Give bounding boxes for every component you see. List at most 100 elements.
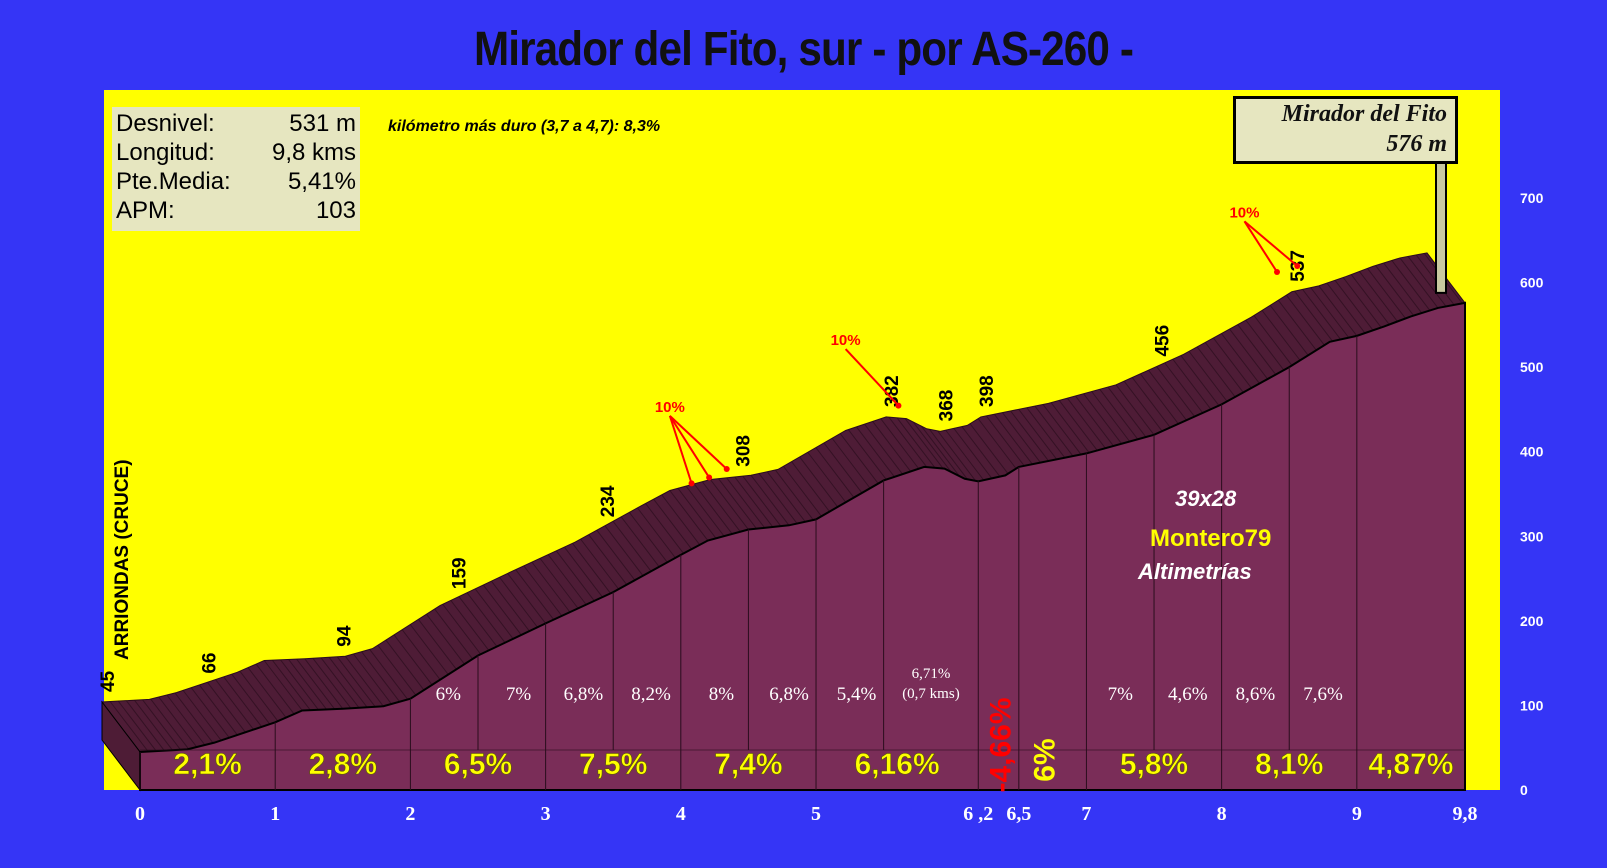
stat-label: Longitud: bbox=[116, 139, 215, 166]
ridge-hatch bbox=[961, 426, 1001, 477]
max-gradient-arrow bbox=[668, 415, 693, 484]
ridge-hatch bbox=[791, 461, 830, 512]
km-gradient-label: 5,8% bbox=[1120, 748, 1188, 781]
km-gradient-label: 2,1% bbox=[173, 748, 241, 781]
ridge-hatch bbox=[620, 516, 660, 568]
ridge-hatch bbox=[1285, 294, 1325, 346]
ridge-hatch bbox=[929, 428, 968, 480]
altitude-label: 398 bbox=[977, 375, 998, 407]
ridge-hatch bbox=[653, 498, 693, 550]
profile-front-face bbox=[139, 301, 1466, 791]
ridge-hatch bbox=[1375, 265, 1415, 316]
max-gradient-arrowhead bbox=[688, 480, 695, 487]
start-label: ARRIONDAS (CRUCE) bbox=[112, 459, 133, 660]
ridge-hatch bbox=[807, 451, 847, 503]
km-gradient-label: 8,1% bbox=[1255, 748, 1323, 781]
altitude-label: 382 bbox=[882, 375, 903, 407]
ridge-hatch bbox=[361, 651, 400, 703]
ridge-hatch bbox=[499, 576, 538, 628]
ridge-hatch bbox=[442, 603, 482, 655]
ridge-hatch bbox=[1310, 287, 1350, 338]
ridge-hatch bbox=[669, 490, 709, 541]
ridge-hatch bbox=[1002, 412, 1041, 463]
ridge-hatch bbox=[580, 538, 620, 590]
max-gradient-arrow bbox=[669, 415, 728, 470]
ridge-hatch bbox=[1172, 358, 1212, 410]
ridge-hatch bbox=[409, 624, 449, 675]
x-tick-label: 5 bbox=[811, 803, 821, 825]
ridge-hatch bbox=[677, 488, 717, 539]
sub-gradient-label: 8,2% bbox=[631, 684, 671, 705]
ridge-hatch bbox=[758, 473, 798, 524]
ridge-hatch bbox=[1253, 315, 1293, 366]
y-tick-label: 400 bbox=[1520, 444, 1544, 460]
ridge-hatch bbox=[920, 425, 960, 477]
ridge-hatch bbox=[1229, 328, 1269, 380]
ridge-hatch bbox=[312, 658, 352, 709]
ridge-hatch bbox=[426, 613, 465, 665]
ridge-hatch bbox=[1131, 377, 1171, 428]
stat-desnivel: Desnivel: 531 m bbox=[116, 110, 356, 139]
ridge-hatch bbox=[531, 561, 571, 613]
x-tick-label: 7 bbox=[1081, 803, 1091, 825]
ridge-hatch bbox=[344, 655, 384, 707]
ridge-hatch bbox=[1245, 319, 1285, 371]
chart-title: Mirador del Fito, sur - por AS-260 - bbox=[473, 23, 1134, 76]
ridge-hatch bbox=[1342, 277, 1382, 328]
ridge-hatch bbox=[1383, 262, 1423, 314]
ridge-hatch bbox=[1318, 285, 1358, 337]
altitude-label: 94 bbox=[335, 625, 356, 647]
ridge-hatch bbox=[588, 534, 628, 585]
ridge-hatch bbox=[296, 658, 336, 710]
ridge-hatch bbox=[1350, 274, 1390, 325]
ridge-hatch bbox=[490, 580, 530, 632]
ridge-hatch bbox=[572, 543, 611, 594]
ridge-hatch bbox=[1269, 305, 1309, 356]
hardest-km-note: kilómetro más duro (3,7 a 4,7): 8,3% bbox=[388, 118, 661, 135]
ridge-hatch bbox=[774, 469, 814, 521]
credit-ratio: 39x28 bbox=[1175, 486, 1237, 511]
ridge-hatch bbox=[434, 608, 474, 660]
y-tick-label: 200 bbox=[1520, 613, 1544, 629]
chart-labels: 2,1% 2,8% 6,5% 7,5% 7,4% 6,16% -4,66% 6% 5,8% 8,1… bbox=[98, 190, 1544, 825]
ridge-hatch bbox=[336, 656, 376, 708]
ridge-hatch bbox=[645, 503, 684, 554]
ridge-hatch bbox=[831, 437, 871, 489]
y-tick-label: 100 bbox=[1520, 697, 1544, 713]
ridge-hatch bbox=[515, 569, 555, 620]
ridge-hatch bbox=[231, 673, 271, 725]
max-gradient-label: 10% bbox=[655, 399, 685, 416]
ridge-hatch bbox=[661, 494, 701, 546]
ridge-hatch bbox=[1083, 393, 1122, 445]
ridge-hatch bbox=[125, 700, 165, 751]
ridge-hatch bbox=[1302, 289, 1342, 340]
x-tick-label: 6 ,2 bbox=[963, 803, 993, 825]
y-tick-label: 700 bbox=[1520, 190, 1544, 206]
km-gradient-label: 6,16% bbox=[855, 748, 940, 781]
km-gradient-label: 6,5% bbox=[444, 748, 512, 781]
km-gradient-label: 4,87% bbox=[1368, 748, 1453, 781]
ridge-hatch bbox=[628, 512, 668, 563]
ridge-hatch bbox=[1107, 386, 1147, 438]
summit-name: Mirador del Fito bbox=[1281, 101, 1447, 127]
altitude-label: 308 bbox=[733, 435, 754, 467]
ridge-hatch bbox=[864, 423, 903, 475]
ridge-hatch bbox=[255, 663, 295, 715]
x-tick-label: 4 bbox=[676, 803, 686, 825]
stat-value: 531 m bbox=[289, 110, 356, 137]
ridge-hatch bbox=[1123, 380, 1163, 432]
max-gradient-arrowhead bbox=[1273, 268, 1280, 275]
ridge-hatch bbox=[912, 421, 952, 473]
sub-gradient-note: (0,7 kms) bbox=[902, 686, 960, 702]
ridge-hatch bbox=[985, 415, 1025, 467]
sub-gradient-label: 7% bbox=[1108, 684, 1134, 705]
ridge-hatch bbox=[563, 546, 603, 598]
ridge-hatch bbox=[596, 529, 636, 581]
sub-gradient-label: 8,6% bbox=[1236, 684, 1276, 705]
max-gradient-arrowhead bbox=[706, 474, 713, 481]
ridge-hatch bbox=[1277, 299, 1317, 351]
ridge-hatch bbox=[1204, 342, 1244, 393]
max-gradient-arrow bbox=[844, 348, 900, 407]
y-tick-label: 300 bbox=[1520, 528, 1544, 544]
